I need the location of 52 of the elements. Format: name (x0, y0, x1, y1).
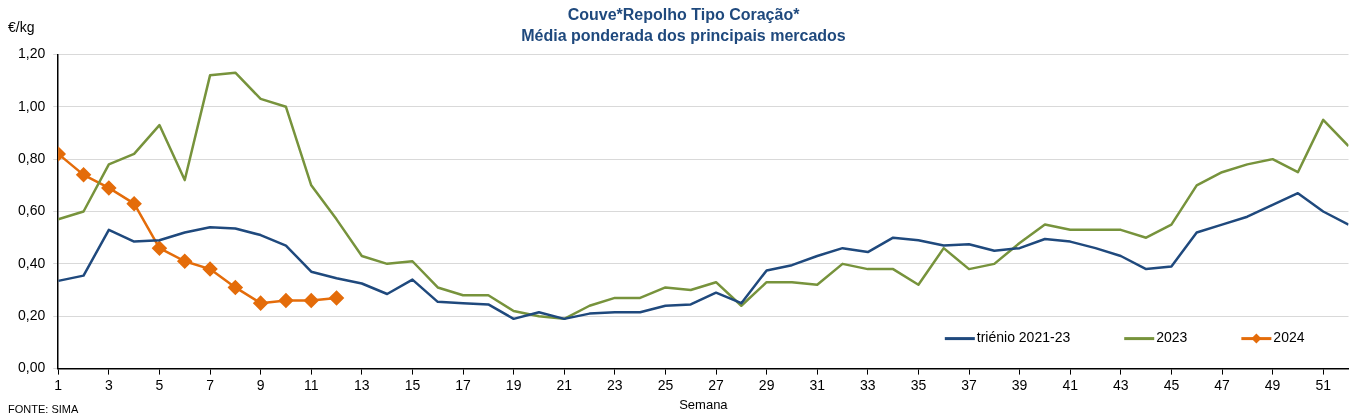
x-tick-label: 29 (758, 376, 775, 393)
point (177, 254, 192, 269)
x-tick-label: 5 (155, 376, 164, 393)
legend-label: triénio 2021-23 (976, 329, 1071, 346)
x-tick-label: 21 (556, 376, 573, 393)
point (202, 261, 218, 277)
x-tick-label: 31 (809, 376, 826, 393)
legend-label: 2024 (1273, 329, 1305, 346)
x-tick-label: 39 (1011, 376, 1028, 393)
y-tick-label: 0,40 (18, 254, 46, 271)
x-tick-label: 27 (708, 376, 725, 393)
x-tick-label: 1 (54, 376, 63, 393)
point (303, 293, 319, 308)
x-tick-label: 15 (404, 376, 421, 393)
y-tick-label: 0,00 (18, 359, 46, 376)
source-note: FONTE: SIMA (8, 403, 79, 416)
legend-label: 2023 (1156, 329, 1188, 346)
x-tick-label: 9 (256, 376, 265, 393)
point (76, 167, 91, 183)
x-tick-label: 37 (961, 376, 978, 393)
x-tick-label: 45 (1163, 376, 1180, 393)
x-tick-label: 13 (354, 376, 370, 393)
point (126, 196, 142, 211)
y-tick-label: 1,20 (18, 45, 46, 62)
point (101, 180, 117, 196)
y-tick-label: 0,60 (18, 202, 46, 219)
x-tick-label: 23 (607, 376, 623, 393)
y-tick-label: 0,80 (18, 149, 46, 166)
y-tick-label: 0,20 (18, 307, 46, 324)
x-tick-label: 49 (1264, 376, 1281, 393)
point (253, 295, 268, 311)
x-tick-label: 25 (657, 376, 674, 393)
y-axis-title: €/kg (8, 18, 35, 35)
x-axis-title: Semana (679, 396, 729, 412)
point (152, 240, 167, 256)
x-tick-label: 3 (104, 376, 113, 393)
point (278, 293, 294, 308)
point (329, 290, 344, 306)
x-tick-label: 41 (1062, 376, 1079, 393)
chart-title: Couve*Repolho Tipo Coração* (567, 6, 801, 24)
x-tick-label: 11 (303, 376, 319, 393)
x-tick-label: 17 (455, 376, 472, 393)
x-tick-label: 51 (1315, 376, 1332, 393)
x-tick-label: 35 (910, 376, 927, 393)
x-tick-label: 7 (206, 376, 215, 393)
point (228, 280, 243, 295)
x-tick-label: 19 (505, 376, 522, 393)
x-tick-label: 47 (1214, 376, 1230, 393)
chart-subtitle: Média ponderada dos principais mercados (521, 27, 846, 45)
y-tick-label: 1,00 (18, 97, 46, 114)
x-tick-label: 33 (860, 376, 876, 393)
x-tick-label: 43 (1113, 376, 1129, 393)
